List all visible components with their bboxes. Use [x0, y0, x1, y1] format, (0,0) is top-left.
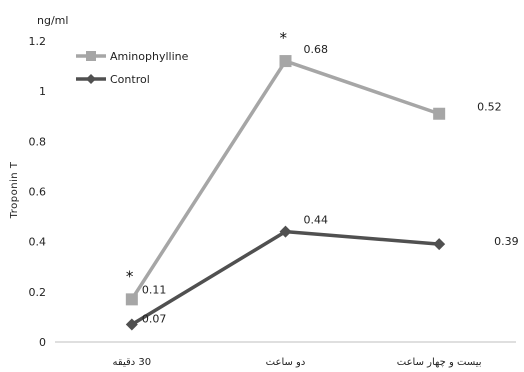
- data-label: 0.44: [304, 214, 329, 227]
- y-tick-label: 1.2: [29, 35, 47, 48]
- series-marker-aminophylline: [433, 107, 446, 120]
- x-categories: 30 دقیقه دو ساعت بیست و چهار ساعت: [113, 357, 482, 368]
- legend-label: Aminophylline: [110, 50, 189, 63]
- data-label: 0.39: [494, 235, 518, 248]
- series-line-aminophylline: [130, 59, 440, 301]
- unit-label: ng/ml: [37, 14, 68, 27]
- data-label: 0.11: [142, 283, 167, 296]
- legend-label: Control: [110, 73, 150, 86]
- series-marker-aminophylline: [279, 55, 292, 68]
- series-line-control: [130, 229, 440, 326]
- series-group: [125, 55, 446, 331]
- y-ticks: 0 0.2 0.4 0.6 0.8 1 1.2: [29, 35, 47, 349]
- y-axis-label: Troponin T: [9, 161, 20, 219]
- significance-star: *: [126, 267, 134, 285]
- series-marker-control: [433, 238, 446, 251]
- x-category-label: دو ساعت: [266, 357, 306, 368]
- y-tick-label: 0.4: [29, 236, 47, 249]
- legend-marker: [86, 74, 96, 84]
- y-tick-label: 0.6: [29, 186, 47, 199]
- y-tick-label: 0: [39, 336, 46, 349]
- x-category-label: بیست و چهار ساعت: [397, 357, 482, 368]
- data-label: 0.52: [477, 101, 502, 114]
- data-label: 0.68: [304, 43, 329, 56]
- data-labels: 0.11 * 0.68 * 0.52 0.07 0.44 0.39: [126, 29, 519, 325]
- x-category-label: 30 دقیقه: [113, 357, 152, 368]
- significance-star: *: [280, 29, 288, 47]
- series-marker-aminophylline: [125, 293, 138, 306]
- series-marker-control: [125, 318, 138, 331]
- y-tick-label: 0.2: [29, 286, 47, 299]
- legend: Aminophylline Control: [76, 50, 189, 86]
- data-label: 0.07: [142, 312, 167, 325]
- y-tick-label: 0.8: [29, 135, 47, 148]
- y-tick-label: 1: [39, 85, 46, 98]
- series-marker-control: [279, 225, 292, 238]
- legend-marker: [86, 51, 96, 61]
